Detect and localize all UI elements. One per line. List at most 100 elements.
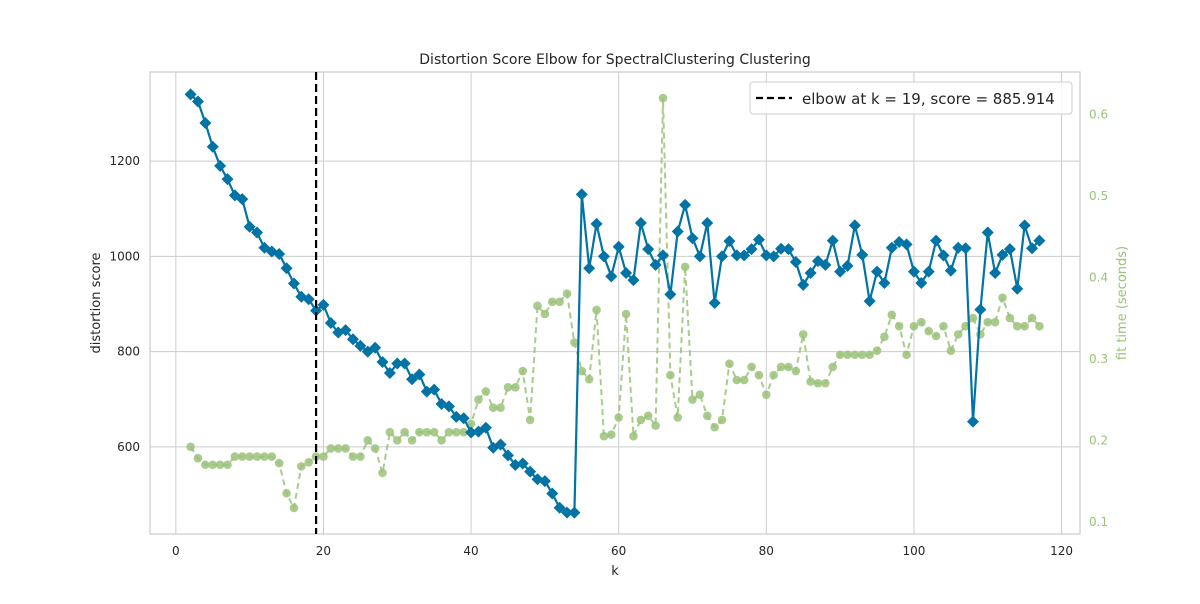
fit-time-point <box>363 435 373 445</box>
fit-time-point <box>917 317 926 327</box>
distortion-point <box>214 159 227 172</box>
distortion-point <box>243 220 256 233</box>
distortion-point <box>583 262 596 275</box>
fit-time-point <box>806 377 815 386</box>
fit-time-point <box>747 362 756 372</box>
fit-time-point <box>939 321 948 331</box>
fit-time-point <box>437 435 446 445</box>
x-axis: 0 20 40 60 80 100 120 <box>172 544 1073 558</box>
fit-time-point <box>887 310 897 320</box>
fit-time-point <box>496 403 505 413</box>
fit-time-point <box>607 430 616 439</box>
fit-time-point <box>695 390 705 399</box>
fit-time-point <box>525 415 535 425</box>
distortion-point <box>339 324 352 337</box>
distortion-point <box>310 304 323 317</box>
distortion-point <box>738 249 751 262</box>
y-axis-left: 600 800 1000 1200 <box>109 154 140 454</box>
fit-time-point <box>481 387 491 396</box>
distortion-point <box>538 475 551 488</box>
distortion-point <box>302 293 315 306</box>
distortion-point <box>937 249 950 262</box>
distortion-point <box>966 415 979 428</box>
fit-time-point <box>791 366 801 376</box>
fit-time-point <box>725 359 734 369</box>
distortion-point <box>273 247 286 260</box>
fit-time-point <box>835 350 845 360</box>
y-tick-label: 1000 <box>109 249 140 263</box>
x-tick-label: 60 <box>611 544 626 558</box>
distortion-point <box>620 266 633 279</box>
distortion-point <box>442 400 455 413</box>
distortion-point <box>280 262 293 275</box>
fit-time-point <box>407 435 417 445</box>
distortion-point <box>324 317 337 330</box>
distortion-point <box>863 295 876 308</box>
distortion-point <box>199 116 212 129</box>
distortion-point <box>878 276 891 289</box>
fit-time-point <box>540 309 550 319</box>
distortion-point <box>996 248 1009 261</box>
fit-time-point <box>518 366 528 376</box>
fit-time-point <box>769 370 778 380</box>
fit-time-point <box>488 403 498 413</box>
distortion-point <box>236 193 249 206</box>
fit-time-point <box>762 390 771 399</box>
distortion-point <box>206 140 219 153</box>
plot-area-frame <box>149 71 1081 535</box>
distortion-point <box>716 250 729 263</box>
distortion-point <box>922 265 935 278</box>
fit-time-point <box>651 421 660 430</box>
fit-time-point <box>533 301 542 311</box>
fit-time-point <box>245 452 254 461</box>
distortion-point <box>649 258 662 271</box>
fit-time-point <box>946 346 956 355</box>
fit-time-point <box>599 431 609 441</box>
fit-time-point <box>289 503 299 513</box>
y-axis-label: distortion score <box>89 253 104 354</box>
fit-time-point <box>850 350 860 360</box>
distortion-point <box>871 265 884 278</box>
fit-time-point <box>953 330 963 339</box>
fit-time-point <box>872 346 882 355</box>
fit-time-point <box>230 452 240 461</box>
fit-time-point <box>865 350 874 360</box>
fit-time-point <box>976 330 985 339</box>
distortion-point <box>575 188 588 201</box>
fit-time-point <box>739 375 749 385</box>
distortion-point <box>730 249 743 262</box>
fit-time-point <box>1035 321 1044 331</box>
fit-time-point <box>267 452 277 461</box>
fit-time-point <box>680 262 690 272</box>
fit-time-point <box>208 460 218 470</box>
distortion-point <box>944 264 957 277</box>
fit-time-point <box>902 350 911 360</box>
legend-elbow-label: elbow at k = 19, score = 885.914 <box>802 90 1055 108</box>
fit-time-point <box>880 332 889 342</box>
fit-time-point <box>688 395 697 404</box>
distortion-point <box>981 226 994 239</box>
distortion-point <box>597 250 610 263</box>
fit-time-point <box>562 289 572 298</box>
fit-time-point <box>636 415 646 425</box>
y2-axis-label: fit time (seconds) <box>1115 246 1130 360</box>
y-tick-label: 600 <box>117 440 140 454</box>
fit-time-point <box>215 460 225 470</box>
distortion-point <box>406 373 419 386</box>
distortion-point <box>494 438 507 451</box>
series-fit-time <box>186 93 1044 513</box>
fit-time-point <box>400 427 409 437</box>
distortion-point <box>775 242 788 255</box>
distortion-point <box>346 333 359 346</box>
chart-title: Distortion Score Elbow for SpectralClust… <box>419 52 810 68</box>
distortion-point <box>708 297 721 309</box>
y-tick-label: 800 <box>117 345 140 359</box>
fit-time-point <box>319 452 328 461</box>
distortion-point <box>686 232 699 245</box>
fit-time-point <box>429 427 439 437</box>
fit-time-point <box>621 309 631 319</box>
legend: elbow at k = 19, score = 885.914 <box>749 81 1073 115</box>
distortion-point <box>605 270 618 283</box>
fit-time-point <box>260 452 269 461</box>
fit-time-point <box>784 362 793 372</box>
